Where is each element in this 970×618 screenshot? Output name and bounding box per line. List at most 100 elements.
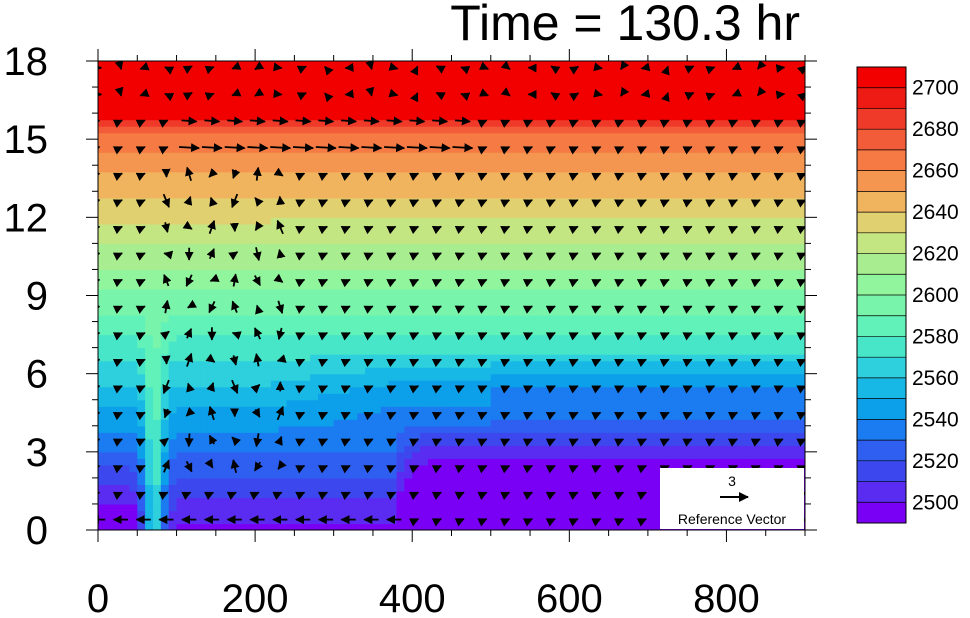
- field-cell: [129, 354, 138, 362]
- field-cell: [420, 354, 429, 362]
- field-cell: [200, 74, 209, 82]
- field-cell: [577, 113, 586, 121]
- field-cell: [427, 308, 437, 316]
- field-cell: [490, 113, 500, 121]
- field-cell: [443, 288, 453, 297]
- field-cell: [176, 341, 186, 349]
- field-cell: [145, 80, 154, 88]
- field-cell: [231, 158, 240, 166]
- field-cell: [200, 328, 209, 336]
- field-cell: [152, 74, 162, 82]
- field-cell: [270, 484, 280, 492]
- field-cell: [105, 217, 115, 225]
- field-cell: [585, 360, 594, 368]
- field-cell: [616, 100, 625, 108]
- field-cell: [427, 275, 437, 284]
- field-cell: [632, 119, 641, 127]
- field-cell: [255, 484, 264, 492]
- field-cell: [270, 262, 280, 271]
- field-cell: [616, 210, 625, 218]
- field-cell: [577, 523, 586, 530]
- field-cell: [129, 510, 138, 518]
- field-cell: [145, 419, 154, 427]
- field-cell: [498, 490, 508, 499]
- field-cell: [600, 503, 610, 512]
- field-cell: [145, 477, 154, 485]
- field-cell: [200, 80, 209, 88]
- field-cell: [585, 236, 594, 244]
- field-cell: [608, 380, 618, 388]
- field-cell: [294, 510, 303, 518]
- field-cell: [624, 113, 633, 121]
- field-cell: [262, 74, 272, 82]
- field-cell: [325, 458, 335, 466]
- field-cell: [365, 152, 374, 160]
- field-cell: [561, 321, 570, 329]
- field-cell: [278, 100, 288, 108]
- field-cell: [145, 230, 154, 238]
- field-cell: [537, 93, 547, 101]
- field-cell: [121, 315, 131, 323]
- field-cell: [443, 393, 453, 401]
- field-cell: [577, 288, 586, 297]
- field-cell: [113, 80, 123, 88]
- field-cell: [396, 249, 405, 258]
- field-cell: [537, 464, 547, 472]
- field-cell: [176, 230, 186, 238]
- field-cell: [616, 80, 625, 88]
- field-cell: [325, 523, 335, 530]
- field-cell: [475, 341, 484, 349]
- field-cell: [200, 516, 209, 525]
- field-cell: [530, 308, 539, 316]
- field-cell: [129, 275, 138, 284]
- field-cell: [600, 438, 610, 446]
- field-cell: [577, 275, 586, 284]
- field-cell: [105, 425, 115, 433]
- field-cell: [200, 367, 209, 375]
- field-cell: [200, 61, 209, 69]
- field-cell: [294, 328, 303, 336]
- field-cell: [341, 334, 350, 342]
- field-cell: [255, 126, 264, 134]
- field-cell: [278, 158, 288, 166]
- field-cell: [160, 295, 170, 303]
- field-cell: [569, 516, 578, 525]
- field-cell: [200, 230, 209, 238]
- field-cell: [380, 171, 390, 179]
- field-cell: [624, 438, 633, 446]
- field-cell: [616, 445, 625, 453]
- field-cell: [443, 354, 453, 362]
- field-cell: [451, 516, 460, 525]
- field-cell: [404, 412, 413, 420]
- field-cell: [231, 256, 240, 264]
- field-cell: [270, 243, 280, 251]
- field-cell: [404, 243, 413, 251]
- field-cell: [396, 432, 405, 440]
- field-cell: [231, 412, 240, 420]
- field-cell: [490, 288, 500, 297]
- field-cell: [427, 503, 437, 512]
- field-cell: [514, 249, 523, 258]
- field-cell: [286, 158, 295, 166]
- field-cell: [616, 243, 625, 251]
- field-cell: [482, 464, 492, 472]
- field-cell: [349, 80, 358, 88]
- field-cell: [530, 74, 539, 82]
- field-cell: [349, 419, 358, 427]
- field-cell: [585, 354, 594, 362]
- field-cell: [333, 406, 343, 414]
- field-cell: [176, 380, 186, 388]
- field-cell: [325, 321, 335, 329]
- field-cell: [160, 171, 170, 179]
- field-cell: [372, 74, 382, 82]
- field-cell: [357, 516, 366, 525]
- field-cell: [490, 373, 500, 381]
- field-cell: [561, 106, 570, 114]
- field-cell: [302, 256, 311, 264]
- field-cell: [530, 302, 539, 310]
- field-cell: [200, 380, 209, 388]
- field-cell: [184, 458, 193, 466]
- field-cell: [608, 347, 618, 355]
- field-cell: [435, 484, 445, 492]
- field-cell: [577, 451, 586, 459]
